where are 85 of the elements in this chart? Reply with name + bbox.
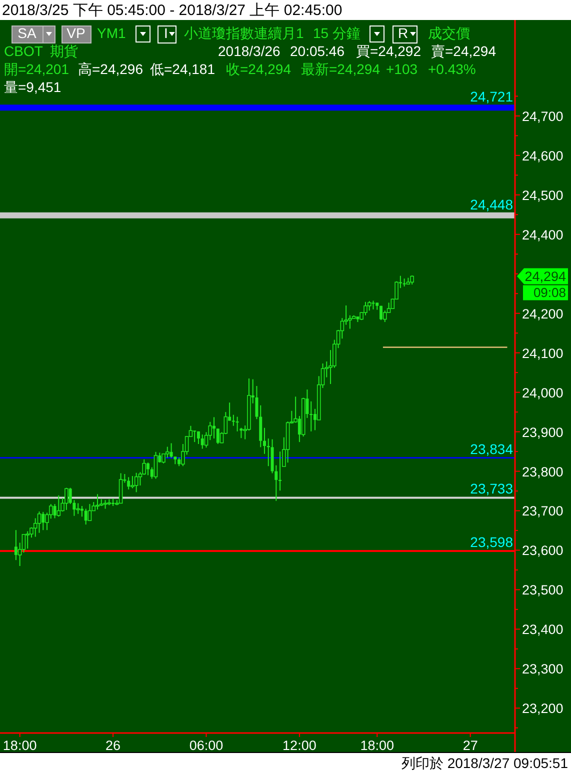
- y-tick-label: 24,200: [522, 306, 564, 322]
- x-tick-label: 06:00: [189, 738, 224, 753]
- annotation: 低=24,181: [150, 61, 216, 77]
- candlestick: [76, 502, 80, 514]
- y-tick-label: 24,600: [522, 148, 564, 164]
- annotation: 收=24,294: [226, 61, 292, 77]
- ref-line-label: 23,834: [470, 441, 514, 458]
- annotation: +103: [386, 61, 418, 77]
- chart-title: 2018/3/25 下午 05:45:00 - 2018/3/27 上午 02:45:00: [2, 2, 342, 19]
- candlestick: [372, 300, 375, 310]
- annotation: 買=24,292: [356, 43, 422, 59]
- ref-line-label: 23,733: [470, 480, 514, 497]
- candlestick: [310, 400, 313, 432]
- candlestick: [127, 476, 130, 490]
- y-tick-label: 23,400: [522, 622, 564, 638]
- y-tick-label: 24,000: [522, 385, 564, 400]
- candlestick: [263, 427, 266, 454]
- text: 09:08: [533, 285, 566, 300]
- y-tick-label: 24,400: [522, 227, 564, 242]
- annotation: 期貨: [50, 43, 78, 59]
- ref-line-label: 24,448: [470, 196, 514, 212]
- candlestick: [193, 430, 196, 443]
- candlestick: [42, 511, 45, 531]
- y-tick-label: 23,800: [522, 464, 564, 480]
- annotation: 最新=24,294: [301, 61, 380, 77]
- annotation: 開=24,201: [4, 61, 70, 77]
- candlestick: [84, 508, 88, 526]
- annotation: 20:05:46: [290, 43, 345, 59]
- ref-line-label: 23,598: [470, 534, 514, 550]
- candlestick: [64, 487, 68, 510]
- candlestick: [130, 475, 134, 489]
- candlestick: [382, 310, 387, 323]
- candlestick: [278, 451, 282, 492]
- annotation: R: [398, 25, 408, 41]
- annotation: 賣=24,294: [431, 43, 496, 59]
- annotation: VP: [66, 25, 86, 41]
- candlestick: [134, 472, 138, 493]
- candlestick: [410, 274, 414, 286]
- candlestick: [200, 434, 204, 450]
- annotation: YM1: [97, 25, 126, 41]
- x-tick-label: 27: [462, 738, 478, 753]
- candlestick: [364, 301, 368, 316]
- y-tick-label: 23,900: [522, 424, 564, 440]
- y-tick-label: 23,600: [522, 543, 564, 558]
- candlestick: [166, 446, 170, 458]
- candlestick: [154, 451, 158, 480]
- ref-line-label: 24,721: [470, 88, 514, 105]
- annotation: 15 分鐘: [313, 25, 360, 41]
- candlestick: [367, 300, 372, 312]
- annotation: 小道瓊指數連續月1: [184, 25, 304, 41]
- candlestick: [170, 442, 173, 458]
- annotation: 量=9,451: [4, 79, 62, 95]
- candlestick: [14, 530, 18, 561]
- y-tick-label: 24,100: [522, 346, 564, 361]
- candlestick: [37, 511, 42, 534]
- y-tick-label: 23,200: [522, 701, 564, 716]
- x-tick-label: 26: [106, 738, 121, 753]
- text: 24,294: [524, 269, 566, 284]
- annotation: 2018/3/26: [218, 43, 280, 59]
- annotation: SA: [18, 25, 37, 41]
- candlestick: [146, 462, 150, 476]
- candlestick: [26, 530, 30, 550]
- candlestick: [88, 504, 92, 522]
- candlestick: [232, 414, 235, 426]
- candlestick: [380, 305, 383, 321]
- candlestick: [216, 428, 220, 445]
- annotation: +0.43%: [428, 61, 476, 77]
- annotation: 成交價: [428, 25, 470, 41]
- x-tick-label: 18:00: [360, 738, 394, 753]
- y-tick-label: 23,300: [522, 662, 564, 677]
- text: 列印於 2018/3/27 09:05:51: [401, 755, 568, 771]
- candlestick: [118, 472, 123, 504]
- x-tick-label: 12:00: [282, 738, 316, 753]
- y-tick-label: 23,500: [522, 582, 564, 598]
- candlestick: [196, 430, 200, 445]
- candlestick: [96, 494, 100, 510]
- y-tick-label: 24,700: [522, 108, 564, 124]
- y-tick-label: 24,500: [522, 188, 564, 203]
- y-tick-label: 23,700: [522, 504, 564, 519]
- candlestick: [56, 494, 61, 518]
- x-tick-label: 18:00: [2, 738, 37, 753]
- annotation: I: [164, 25, 168, 41]
- annotation: 高=24,296: [78, 61, 144, 77]
- annotation: CBOT: [4, 43, 44, 59]
- candlestick: [236, 416, 239, 432]
